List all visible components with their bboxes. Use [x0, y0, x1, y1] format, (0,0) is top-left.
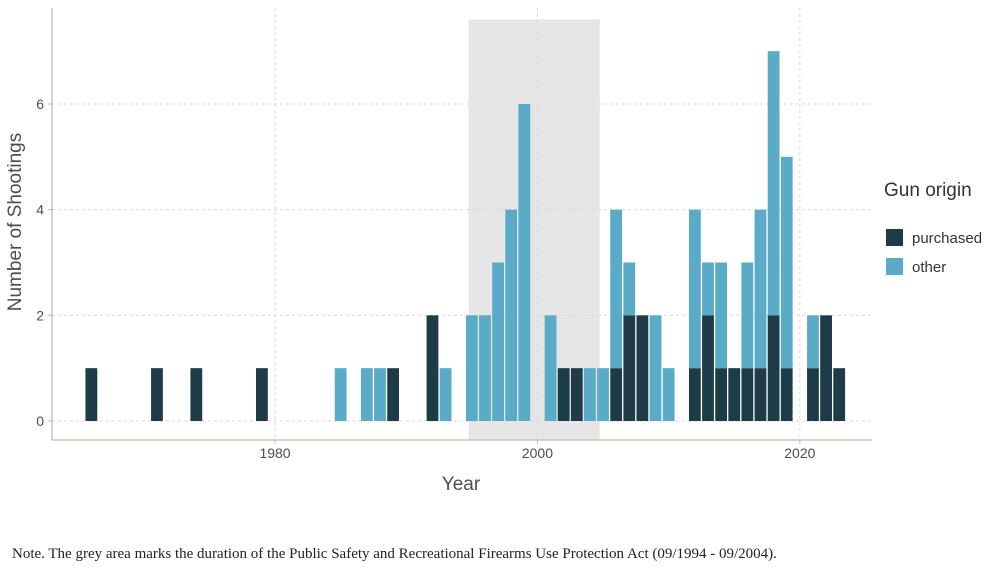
bar-other [715, 262, 728, 369]
bar-other [505, 209, 518, 421]
bar-purchased [610, 368, 623, 421]
y-tick-label: 6 [36, 96, 44, 112]
legend: Gun origin purchased other [884, 180, 982, 276]
bar-purchased [820, 315, 832, 421]
bar-other [597, 368, 609, 421]
bar-other [544, 315, 557, 421]
bar-purchased [387, 368, 400, 421]
bar-purchased [728, 368, 741, 421]
x-axis-title: Year [442, 474, 481, 495]
bar-other [465, 315, 478, 421]
bar-purchased [780, 368, 793, 421]
bar-other [741, 262, 754, 369]
bar-other [649, 315, 662, 421]
bar-purchased [85, 368, 98, 421]
y-tick-label: 4 [36, 202, 44, 218]
bar-other [610, 209, 623, 369]
chart-note: Note. The grey area marks the duration o… [12, 546, 777, 562]
plot-panel [52, 8, 872, 440]
axes [51, 8, 872, 441]
bar-purchased [623, 315, 636, 421]
bar-purchased [426, 315, 439, 421]
bar-purchased [754, 368, 767, 421]
x-tick-label: 2020 [784, 445, 815, 461]
bar-other [702, 262, 714, 316]
bar-other [479, 315, 491, 421]
bar-other [688, 209, 701, 369]
bar-other [360, 368, 373, 421]
bar-purchased [688, 368, 701, 421]
legend-swatch-other [886, 258, 903, 275]
bar-purchased [702, 315, 714, 421]
bar-purchased [807, 368, 819, 421]
legend-label-purchased: purchased [912, 230, 982, 247]
bar-other [754, 209, 767, 369]
bar-purchased [570, 368, 583, 421]
bar-purchased [636, 315, 649, 421]
bar-purchased [151, 368, 163, 421]
bar-purchased [715, 368, 728, 421]
bar-other [662, 368, 675, 421]
bar-purchased [190, 368, 203, 421]
bar-other [780, 156, 793, 369]
tick-labels: 0 2 4 6 1980 2000 2020 [36, 96, 815, 461]
bar-other [492, 262, 504, 421]
y-tick-label: 2 [36, 307, 44, 323]
x-tick-label: 2000 [522, 445, 553, 461]
x-tick-label: 1980 [259, 445, 290, 461]
legend-label-other: other [912, 259, 946, 276]
bar-other [518, 104, 531, 421]
bar-other [439, 368, 452, 421]
y-tick-label: 0 [36, 413, 44, 429]
y-axis-title: Number of Shootings [5, 133, 26, 312]
bar-other [374, 368, 386, 421]
bar-purchased [767, 315, 780, 421]
bars [85, 51, 846, 421]
bar-other [623, 262, 636, 316]
legend-title: Gun origin [884, 180, 972, 201]
bar-purchased [557, 368, 570, 421]
bar-purchased [256, 368, 268, 421]
bar-other [767, 51, 780, 316]
gridlines [52, 8, 872, 440]
bar-other [807, 315, 819, 369]
bar-purchased [833, 368, 846, 421]
bar-other [584, 368, 596, 421]
bar-other [334, 368, 347, 421]
bar-purchased [741, 368, 754, 421]
legend-swatch-purchased [886, 229, 903, 246]
